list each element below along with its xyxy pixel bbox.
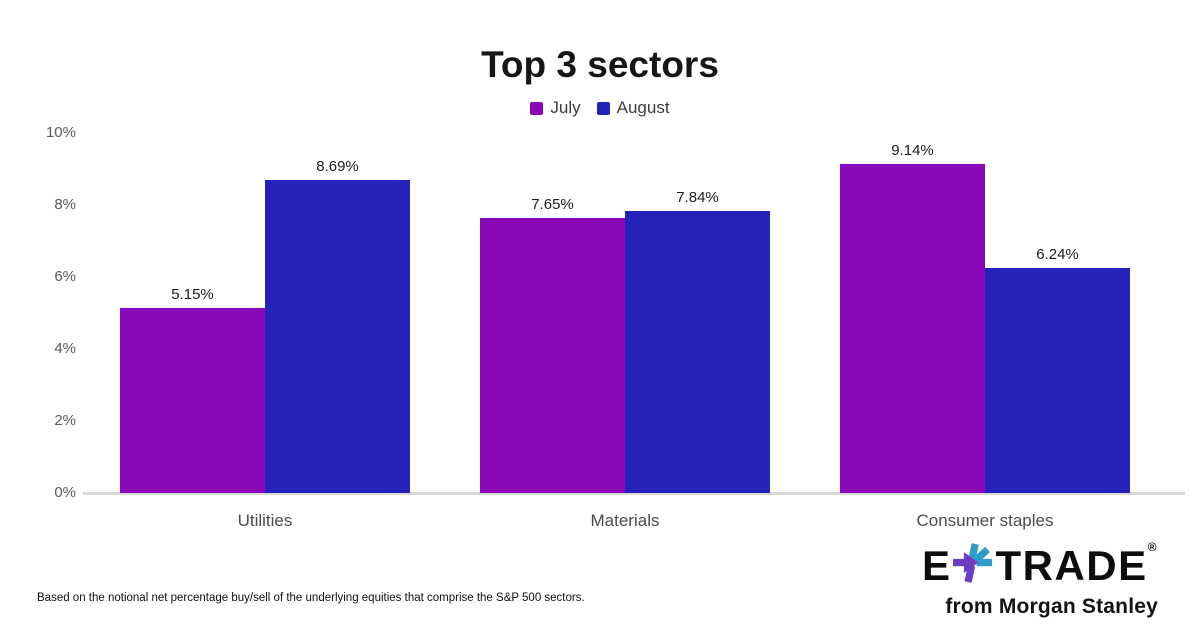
- y-axis-tick-label: 4%: [54, 340, 76, 357]
- etrade-wordmark: E TRADE ®: [922, 540, 1158, 591]
- legend-label-july: July: [550, 98, 581, 117]
- legend-label-august: August: [616, 98, 670, 117]
- etrade-tagline: from Morgan Stanley: [945, 595, 1158, 618]
- etrade-asterisk-icon: [953, 541, 993, 592]
- bar-july-consumer-staples: [840, 164, 985, 493]
- bar-july-materials: [480, 218, 625, 493]
- bar-value-label: 8.69%: [316, 158, 359, 175]
- legend-item-july: July: [530, 98, 581, 118]
- bar-value-label: 6.24%: [1036, 246, 1079, 263]
- chart-title: Top 3 sectors: [481, 44, 719, 85]
- chart-footnote: Based on the notional net percentage buy…: [37, 592, 585, 604]
- july-swatch-icon: [530, 101, 544, 115]
- etrade-letter-e: E: [921, 541, 952, 589]
- y-axis-tick-label: 10%: [45, 124, 76, 141]
- august-swatch-icon: [596, 101, 610, 115]
- bar-august-materials: [625, 211, 770, 493]
- y-axis-tick-label: 8%: [54, 196, 76, 213]
- legend-item-august: August: [596, 98, 670, 118]
- y-axis-tick-label: 2%: [54, 412, 76, 429]
- registered-trademark: ®: [1147, 540, 1158, 554]
- bar-value-label: 7.84%: [676, 189, 719, 206]
- y-axis-tick-label: 0%: [54, 484, 76, 501]
- bar-july-utilities: [120, 308, 265, 493]
- x-axis-category-label: Utilities: [237, 511, 293, 530]
- bar-value-label: 7.65%: [531, 196, 574, 213]
- x-axis-category-label: Consumer staples: [916, 511, 1054, 530]
- chart-legend: July August: [0, 98, 1200, 118]
- bar-value-label: 9.14%: [891, 142, 934, 159]
- y-axis-tick-label: 6%: [54, 268, 76, 285]
- etrade-logo: E TRADE ® from Morgan Stanley: [922, 540, 1158, 619]
- etrade-letters-trade: TRADE: [995, 541, 1148, 589]
- bar-value-label: 5.15%: [171, 286, 214, 303]
- bar-august-consumer-staples: [985, 268, 1130, 493]
- x-axis-category-label: Materials: [590, 511, 660, 530]
- bar-august-utilities: [265, 180, 410, 493]
- x-axis-line: [83, 492, 1185, 495]
